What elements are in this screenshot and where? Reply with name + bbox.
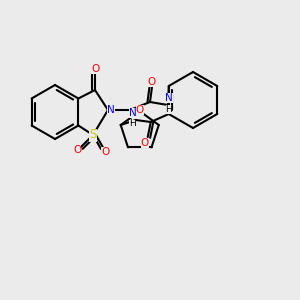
Text: O: O	[73, 145, 81, 155]
Text: O: O	[148, 77, 156, 87]
Text: N: N	[129, 108, 136, 118]
Text: O: O	[101, 147, 109, 157]
Text: N: N	[107, 105, 115, 115]
Text: O: O	[91, 64, 99, 74]
Text: H: H	[166, 104, 172, 113]
Text: O: O	[136, 105, 144, 115]
Text: O: O	[141, 138, 149, 148]
Text: H: H	[129, 119, 136, 128]
Text: N: N	[165, 93, 173, 103]
Text: S: S	[89, 128, 97, 142]
